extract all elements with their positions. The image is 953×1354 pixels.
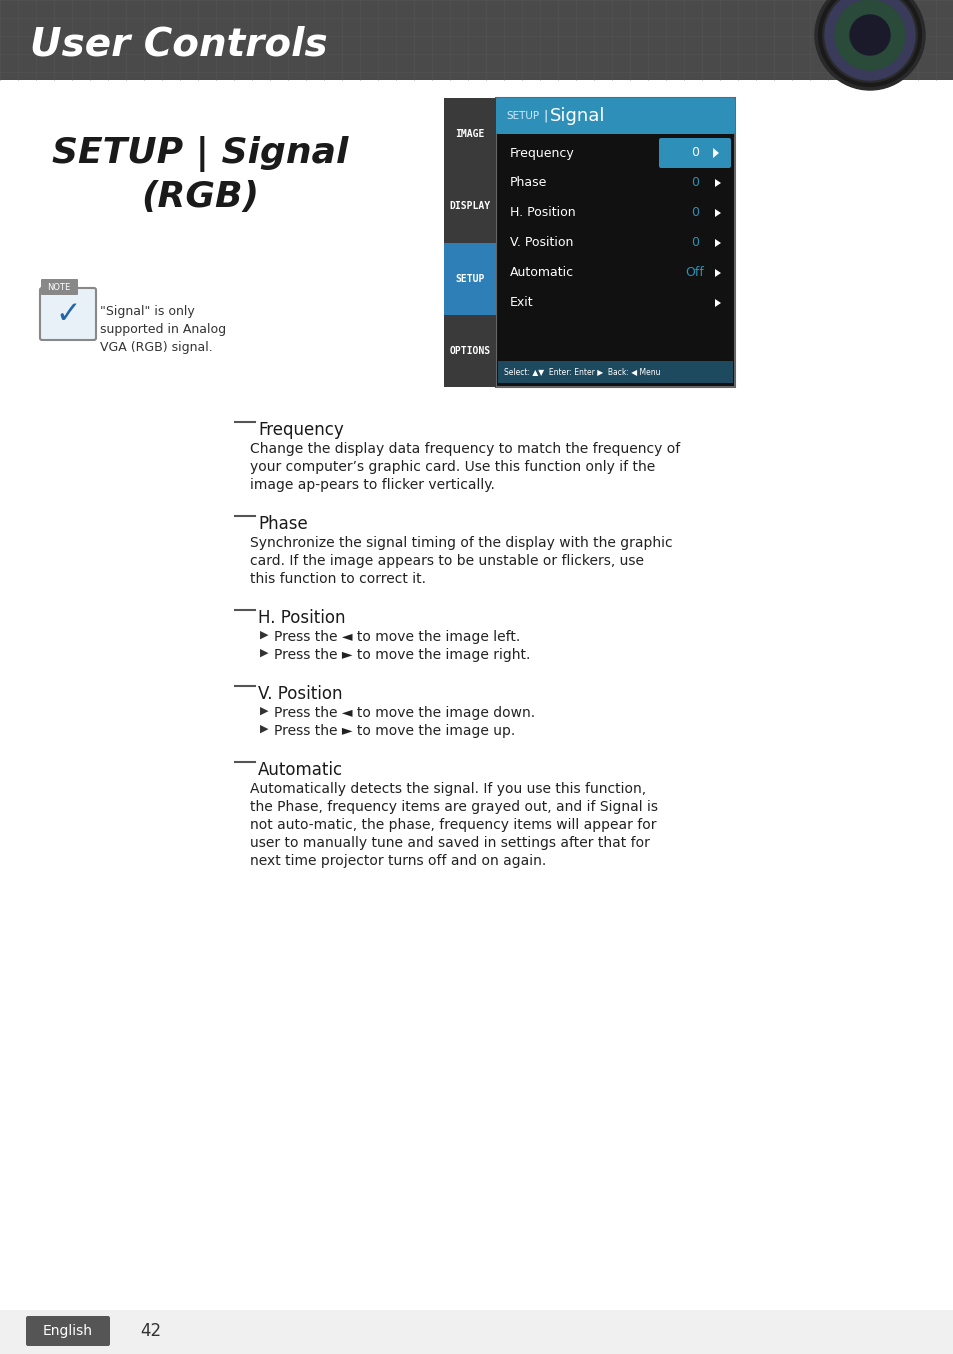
Text: next time projector turns off and on again.: next time projector turns off and on aga… [250,854,546,868]
Text: ▶: ▶ [260,630,268,640]
FancyBboxPatch shape [496,97,734,134]
FancyBboxPatch shape [496,97,734,387]
Circle shape [824,0,914,80]
Text: Exit: Exit [510,297,533,310]
Text: IMAGE: IMAGE [455,129,484,139]
FancyBboxPatch shape [41,279,78,295]
FancyBboxPatch shape [26,1316,110,1346]
Text: not auto-matic, the phase, frequency items will appear for: not auto-matic, the phase, frequency ite… [250,818,656,831]
Circle shape [814,0,924,89]
Text: image ap-pears to flicker vertically.: image ap-pears to flicker vertically. [250,478,495,492]
FancyBboxPatch shape [659,138,730,168]
Polygon shape [714,209,720,217]
Text: Off: Off [685,267,703,279]
Text: 0: 0 [690,146,699,160]
Text: Automatic: Automatic [257,761,343,779]
Text: Automatically detects the signal. If you use this function,: Automatically detects the signal. If you… [250,783,645,796]
Text: OPTIONS: OPTIONS [449,345,490,356]
Text: card. If the image appears to be unstable or flickers, use: card. If the image appears to be unstabl… [250,554,643,567]
Text: ✓: ✓ [55,299,81,329]
Circle shape [834,0,904,70]
Text: user to manually tune and saved in settings after that for: user to manually tune and saved in setti… [250,835,649,850]
Text: 42: 42 [140,1322,161,1340]
Text: V. Position: V. Position [510,237,573,249]
FancyBboxPatch shape [40,288,96,340]
Text: User Controls: User Controls [30,24,327,64]
Text: Phase: Phase [257,515,308,533]
Text: 0: 0 [690,207,699,219]
Text: English: English [43,1324,92,1338]
Polygon shape [712,148,719,158]
Text: this function to correct it.: this function to correct it. [250,571,426,586]
FancyBboxPatch shape [497,362,732,383]
Text: NOTE: NOTE [48,283,71,291]
Polygon shape [714,299,720,307]
Text: Press the ◄ to move the image left.: Press the ◄ to move the image left. [274,630,519,645]
Text: Synchronize the signal timing of the display with the graphic: Synchronize the signal timing of the dis… [250,536,672,550]
Text: |: | [542,110,547,122]
FancyBboxPatch shape [443,97,496,387]
Text: Press the ► to move the image right.: Press the ► to move the image right. [274,649,530,662]
Text: Frequency: Frequency [257,421,343,439]
Text: "Signal" is only
supported in Analog
VGA (RGB) signal.: "Signal" is only supported in Analog VGA… [100,305,226,353]
Text: Press the ◄ to move the image down.: Press the ◄ to move the image down. [274,705,535,720]
FancyBboxPatch shape [443,242,496,314]
Text: 0: 0 [690,176,699,190]
Text: H. Position: H. Position [257,609,345,627]
Text: Change the display data frequency to match the frequency of: Change the display data frequency to mat… [250,441,679,456]
Text: ▶: ▶ [260,705,268,716]
Text: ▶: ▶ [260,724,268,734]
Text: the Phase, frequency items are grayed out, and if Signal is: the Phase, frequency items are grayed ou… [250,800,658,814]
FancyBboxPatch shape [0,1311,953,1354]
Text: Automatic: Automatic [510,267,574,279]
Polygon shape [714,179,720,187]
Text: H. Position: H. Position [510,207,575,219]
Text: Frequency: Frequency [510,146,574,160]
Text: Phase: Phase [510,176,547,190]
Text: ▶: ▶ [260,649,268,658]
Text: SETUP: SETUP [505,111,538,121]
Text: Press the ► to move the image up.: Press the ► to move the image up. [274,724,515,738]
Polygon shape [714,240,720,246]
Text: 0: 0 [690,237,699,249]
Text: SETUP | Signal
(RGB): SETUP | Signal (RGB) [51,135,348,214]
Text: Select: ▲▼  Enter: Enter ▶  Back: ◀ Menu: Select: ▲▼ Enter: Enter ▶ Back: ◀ Menu [503,367,659,376]
Text: your computer’s graphic card. Use this function only if the: your computer’s graphic card. Use this f… [250,460,655,474]
Polygon shape [714,269,720,278]
Circle shape [849,15,889,56]
Text: V. Position: V. Position [257,685,342,703]
Text: Signal: Signal [550,107,605,125]
FancyBboxPatch shape [0,0,953,80]
Text: SETUP: SETUP [455,274,484,283]
Text: DISPLAY: DISPLAY [449,202,490,211]
